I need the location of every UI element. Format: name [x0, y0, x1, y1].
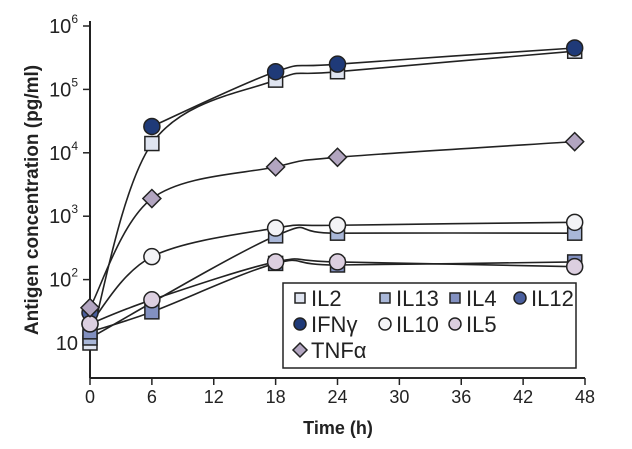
- legend-marker: [449, 292, 461, 304]
- data-point-il5: [565, 257, 584, 276]
- data-point-tnf: [327, 147, 348, 168]
- y-tick-label: 10: [56, 333, 78, 355]
- x-tick-label: 48: [575, 387, 595, 407]
- legend-marker: [448, 317, 462, 331]
- data-point-tnf: [265, 156, 286, 177]
- y-tick-label: 106: [49, 12, 78, 38]
- legend-label: IL13: [396, 286, 439, 311]
- legend-label: IL2: [311, 286, 342, 311]
- data-point-ifn: [565, 39, 584, 57]
- data-point-il10: [328, 216, 347, 234]
- legend-marker: [293, 317, 307, 331]
- data-point-ifn: [266, 62, 285, 81]
- data-point-tnf: [79, 297, 101, 318]
- legend: IL2 IL13 IL4 IL12 IFNγ IL10 IL5 TNFα: [282, 282, 577, 369]
- legend-marker: [378, 317, 392, 331]
- data-point-ifn: [143, 117, 161, 136]
- x-tick-label: 6: [147, 387, 157, 407]
- x-tick-label: 0: [85, 387, 95, 407]
- series-line-il13: [89, 226, 575, 339]
- legend-label: IL5: [466, 312, 497, 337]
- y-axis-label: Antigen concentration (pg/ml): [22, 65, 43, 335]
- legend-marker: [513, 291, 527, 305]
- legend-label: IL4: [466, 286, 497, 311]
- x-axis-label: Time (h): [303, 418, 373, 438]
- data-point-tnf: [141, 188, 162, 209]
- legend-marker: [294, 292, 306, 304]
- data-point-tnf: [564, 131, 585, 152]
- data-point-il5: [143, 291, 161, 309]
- y-tick-label: 105: [49, 75, 78, 101]
- legend-label: IL12: [531, 286, 574, 311]
- x-tick-label: 18: [266, 387, 286, 407]
- data-point-il5: [81, 315, 99, 333]
- y-tick-label: 103: [49, 202, 78, 228]
- x-tick-label: 36: [451, 387, 471, 407]
- legend-marker: [379, 292, 391, 304]
- data-point-il5: [328, 253, 347, 271]
- y-tick-label: 104: [49, 139, 78, 165]
- data-point-ifn: [328, 55, 347, 73]
- legend-label: TNFα: [311, 338, 367, 363]
- data-point-il2: [144, 135, 160, 152]
- legend-label: IFNγ: [311, 312, 357, 337]
- data-point-il10: [565, 213, 584, 232]
- series-line-ifn: [151, 47, 575, 128]
- legend-box: [282, 282, 577, 369]
- x-tick-label: 42: [513, 387, 533, 407]
- x-tick-label: 12: [204, 387, 224, 407]
- data-point-il5: [266, 253, 285, 271]
- series-line-il10: [89, 221, 575, 325]
- legend-label: IL10: [396, 312, 439, 337]
- y-tick-label: 102: [49, 266, 78, 292]
- x-tick-label: 24: [327, 387, 347, 407]
- x-tick-label: 30: [389, 387, 409, 407]
- data-point-il10: [143, 247, 161, 266]
- legend-marker: [291, 341, 309, 359]
- data-point-il10: [266, 219, 285, 237]
